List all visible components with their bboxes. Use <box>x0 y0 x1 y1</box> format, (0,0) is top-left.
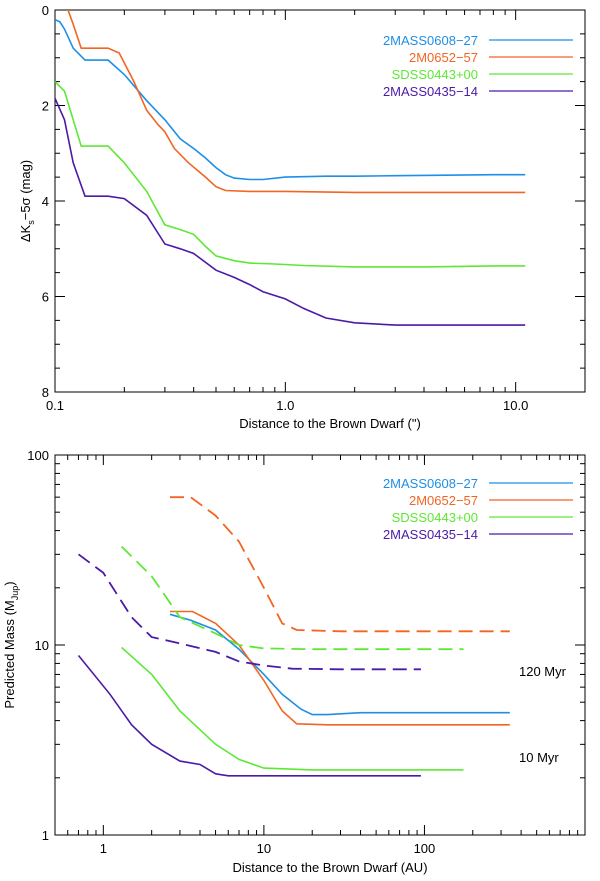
series-dashed-bottom-1 <box>170 496 510 633</box>
series-line-top-0 <box>55 18 526 181</box>
x-tick-label-top: 1.0 <box>276 398 294 413</box>
x-axis-title-bottom: Distance to the Brown Dwarf (AU) <box>232 860 427 875</box>
legend-label-top-0: 2MASS0608−27 <box>383 33 478 48</box>
x-tick-label-bottom: 1 <box>100 841 107 856</box>
legend-label-bottom-3: 2MASS0435−14 <box>383 527 478 542</box>
y-tick-label-top: 8 <box>42 385 49 400</box>
legend-label-top-1: 2M0652−57 <box>409 50 478 65</box>
series-solid-bottom-2 <box>121 646 464 771</box>
x-tick-label-bottom: 100 <box>414 841 436 856</box>
plot-frame-top <box>54 9 586 393</box>
y-axis-title-bottom: Predicted Mass (MJup) <box>2 581 20 708</box>
plot-frame-bottom <box>54 454 586 836</box>
y-tick-label-bottom: 100 <box>27 448 49 463</box>
x-tick-label-bottom: 10 <box>257 841 271 856</box>
y-tick-label-top: 0 <box>42 3 49 18</box>
series-dashed-bottom-3 <box>77 553 421 671</box>
y-axis-title-sub-bottom: Jup <box>10 586 20 601</box>
legend-label-top-3: 2MASS0435−14 <box>383 84 478 99</box>
legend-label-bottom-0: 2MASS0608−27 <box>383 476 478 491</box>
series-solid-bottom-3 <box>77 654 421 777</box>
y-axis-title-rest-bottom: ) <box>2 581 17 585</box>
bottom-panel: 1 10 100 1 10 100 Distance to the Brown Dwarf … <box>2 448 586 875</box>
y-tick-label-bottom: 1 <box>42 828 49 843</box>
x-tick-label-top: 10.0 <box>503 398 528 413</box>
series-line-top-3 <box>55 97 526 326</box>
y-axis-title-sub: s <box>26 220 36 225</box>
y-axis-title-part-bottom: Predicted Mass (M <box>2 600 17 708</box>
y-tick-label-bottom: 10 <box>35 638 49 653</box>
y-tick-label-top: 2 <box>42 99 49 114</box>
annotation-10myr: 10 Myr <box>519 750 559 765</box>
series-solid-bottom-1 <box>170 610 510 726</box>
y-axis-title-top: ΔKs−5σ (mag) <box>18 160 36 242</box>
annotation-120myr: 120 Myr <box>519 664 567 679</box>
y-tick-label-top: 6 <box>42 290 49 305</box>
x-tick-label-top: 0.1 <box>46 398 64 413</box>
series-line-top-1 <box>67 10 526 194</box>
top-panel: 0.1 1.0 10.0 0 2 4 6 8 Distance to the Brown Dwa… <box>18 3 586 431</box>
legend-label-top-2: SDSS0443+00 <box>392 67 478 82</box>
series-line-top-2 <box>55 81 526 268</box>
series-solid-bottom-0 <box>169 613 510 716</box>
series-dashed-bottom-2 <box>120 545 464 651</box>
y-axis-title-part: ΔK <box>18 224 33 242</box>
legend-label-bottom-2: SDSS0443+00 <box>392 510 478 525</box>
x-axis-title-top: Distance to the Brown Dwarf (") <box>239 416 421 431</box>
y-tick-label-top: 4 <box>42 194 49 209</box>
legend-label-bottom-1: 2M0652−57 <box>409 493 478 508</box>
y-axis-title-rest: −5σ (mag) <box>18 160 33 220</box>
